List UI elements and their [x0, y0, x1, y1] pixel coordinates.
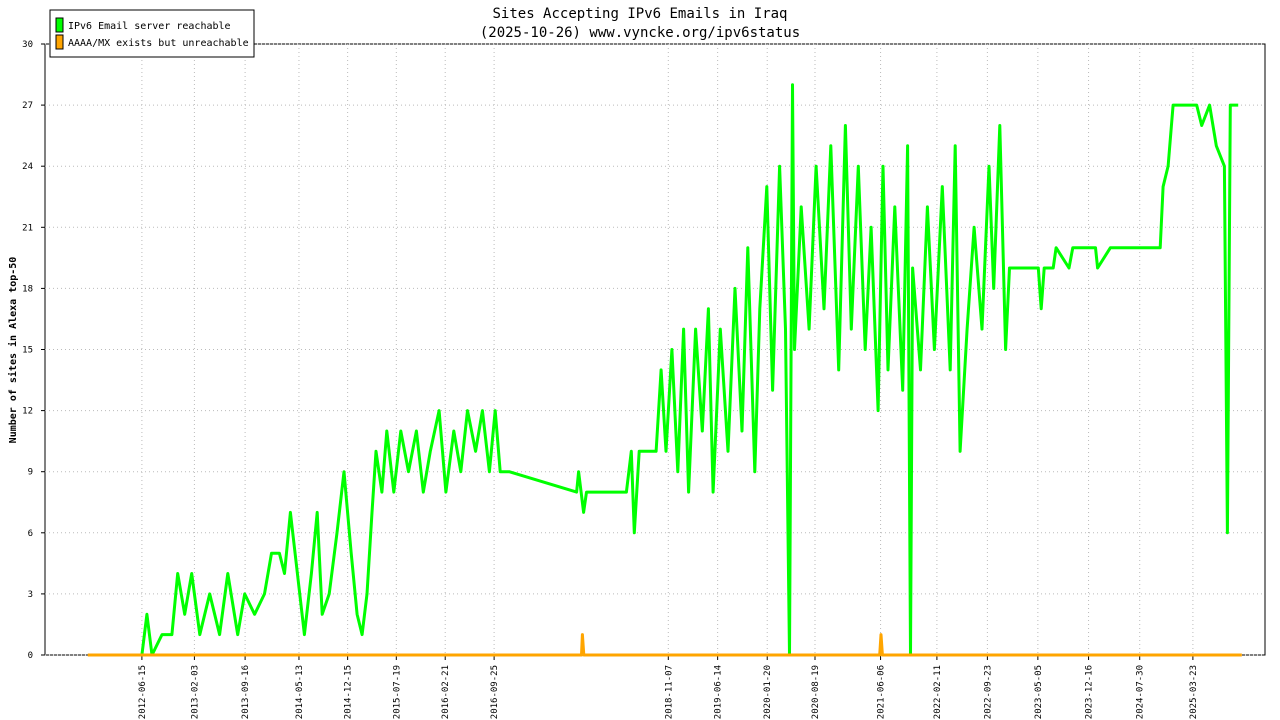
chart-title: Sites Accepting IPv6 Emails in Iraq — [492, 6, 787, 22]
x-tick-label: 2022-09-23 — [983, 665, 993, 719]
y-tick-label: 12 — [22, 407, 33, 417]
y-tick-label: 30 — [22, 40, 33, 50]
y-tick-label: 9 — [28, 468, 33, 478]
chart-subtitle: (2025-10-26) www.vyncke.org/ipv6status — [480, 25, 800, 41]
series-line — [140, 83, 1239, 657]
x-tick-label: 2016-02-21 — [441, 665, 451, 719]
y-tick-label: 24 — [22, 162, 33, 172]
y-tick-label: 3 — [28, 590, 33, 600]
y-axis-label: Number of sites in Alexa top-50 — [7, 257, 19, 444]
x-tick-label: 2020-01-20 — [763, 665, 773, 719]
x-tick-label: 2013-09-16 — [241, 665, 251, 719]
x-tick-label: 2019-06-14 — [714, 665, 724, 719]
series-line — [87, 633, 1242, 657]
legend-label: IPv6 Email server reachable — [68, 21, 231, 32]
legend-box — [49, 9, 255, 58]
x-tick-label: 2023-12-16 — [1085, 665, 1095, 719]
x-tick-label: 2022-02-11 — [933, 665, 943, 719]
y-tick-label: 21 — [22, 223, 33, 233]
x-tick-label: 2024-07-30 — [1136, 665, 1146, 719]
x-tick-label: 2014-05-13 — [295, 665, 305, 719]
y-tick-label: 6 — [28, 529, 33, 539]
y-tick-label: 27 — [22, 101, 33, 111]
x-tick-label: 2015-07-19 — [392, 665, 402, 719]
legend-label: AAAA/MX exists but unreachable — [68, 38, 249, 49]
x-tick-label: 2018-11-07 — [664, 665, 674, 719]
x-tick-label: 2016-09-25 — [490, 665, 500, 719]
legend-swatch — [55, 17, 64, 33]
y-tick-label: 18 — [22, 284, 33, 294]
y-tick-label: 0 — [28, 651, 33, 661]
x-tick-label: 2014-12-15 — [344, 665, 354, 719]
x-tick-label: 2021-06-06 — [877, 665, 887, 719]
x-tick-label: 2013-02-03 — [190, 665, 200, 719]
y-tick-label: 15 — [22, 346, 33, 356]
x-tick-label: 2020-08-19 — [811, 665, 821, 719]
x-tick-label: 2025-03-23 — [1189, 665, 1199, 719]
x-tick-label: 2023-05-05 — [1034, 665, 1044, 719]
legend: IPv6 Email server reachable AAAA/MX exist… — [49, 9, 255, 58]
x-tick-label: 2012-06-15 — [138, 665, 148, 719]
legend-swatch — [55, 34, 64, 50]
